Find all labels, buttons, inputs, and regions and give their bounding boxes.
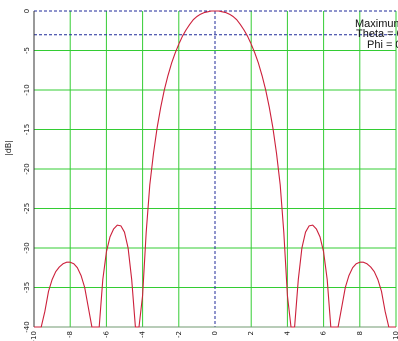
x-tick-label: 0 xyxy=(211,331,219,335)
annotation-line-2: Theta = 0° xyxy=(356,28,398,40)
x-tick-label: 6 xyxy=(320,330,328,335)
x-tick-label: 2 xyxy=(247,331,255,335)
x-tick-label: 8 xyxy=(356,331,364,335)
x-tick-label: -6 xyxy=(102,330,110,338)
x-tick-label: -10 xyxy=(30,331,38,341)
y-axis-label: |dB| xyxy=(4,140,13,156)
y-tick-label: -30 xyxy=(23,242,31,253)
annotation-line-3: Phi = 0° xyxy=(367,39,398,51)
y-tick-label: -35 xyxy=(23,282,31,293)
x-tick-labels: -10 -8 -6 -4 -2 0 2 4 6 8 10 xyxy=(30,330,398,341)
x-tick-label: 4 xyxy=(283,330,291,335)
x-tick-label: 10 xyxy=(392,331,398,340)
y-tick-label: -10 xyxy=(23,84,31,95)
x-tick-label: -2 xyxy=(175,331,183,338)
y-tick-label: 0 xyxy=(23,9,31,13)
y-tick-label: -15 xyxy=(23,124,31,135)
annotation-line-1: Maximum: xyxy=(355,18,398,30)
series-line-0 xyxy=(34,10,396,328)
y-tick-label: -5 xyxy=(23,47,31,54)
x-tick-label: -8 xyxy=(66,331,74,338)
x-tick-label: -4 xyxy=(139,330,147,338)
maximum-annotation: Maximum: Theta = 0° Phi = 0° xyxy=(355,18,398,51)
series-layer xyxy=(34,10,396,328)
y-tick-label: -40 xyxy=(23,321,31,332)
y-tick-label: -25 xyxy=(23,203,31,214)
y-tick-label: -20 xyxy=(23,163,31,174)
y-tick-labels: 0 -5 -10 -15 -20 -25 -30 -35 -40 xyxy=(23,9,31,333)
